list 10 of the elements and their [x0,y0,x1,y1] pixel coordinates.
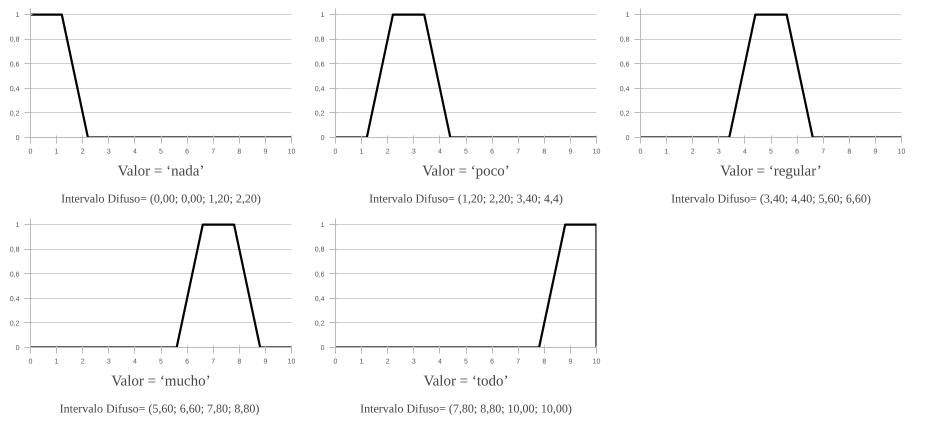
text: Valor = ‘mucho’ [111,374,211,390]
text: Valor = ‘nada’ [118,164,204,180]
text: Valor = ‘todo’ [423,374,509,390]
text: Intervalo Difuso= (7,80; 8,80; 10,00; 10,00) [360,402,572,416]
text: Intervalo Difuso= (3,40; 4,40; 5,60; 6,60) [671,192,871,206]
text: Intervalo Difuso= (5,60; 6,60; 7,80; 8,80) [60,402,260,416]
text: Valor = ‘poco’ [422,164,510,180]
text: Valor = ‘regular’ [720,164,822,180]
text: Intervalo Difuso= (0,00; 0,00; 1,20; 2,20) [61,192,261,206]
text: Intervalo Difuso= (1,20; 2,20; 3,40; 4,4) [369,192,563,206]
